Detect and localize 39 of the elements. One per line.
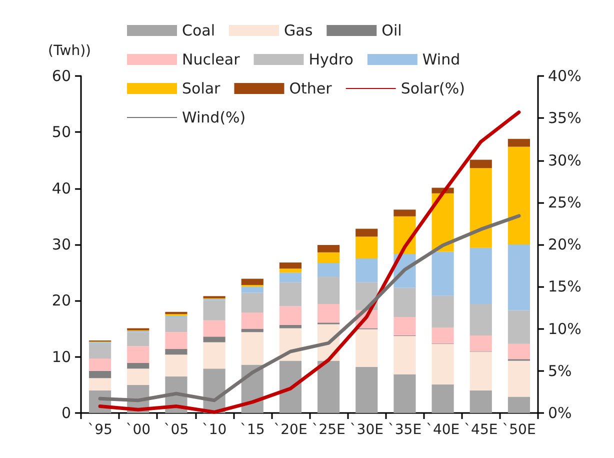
x-tick-label: `00 xyxy=(126,422,151,438)
y-tick-label: 40 xyxy=(52,179,71,198)
legend-label: Other xyxy=(289,80,333,98)
y-tick-label: 30 xyxy=(52,236,71,254)
y-tick-label: 10 xyxy=(52,348,71,366)
y2-tick-label: 0% xyxy=(548,404,572,422)
y-tick-label: 60 xyxy=(52,67,71,85)
legend-label: Hydro xyxy=(308,50,354,68)
y-tick-label: 50 xyxy=(52,123,71,142)
legend-label: Solar(%) xyxy=(400,80,466,98)
legend-label: Solar xyxy=(182,80,222,98)
legend-label: Nuclear xyxy=(182,50,241,68)
x-tick-label: `35E xyxy=(388,422,422,438)
y2-tick-label: 15% xyxy=(548,278,582,296)
y-axis-title: (Twh)) xyxy=(48,43,91,59)
y2-tick-label: 20% xyxy=(548,236,582,254)
y2-tick-label: 30% xyxy=(548,151,582,170)
x-tick-label: `10 xyxy=(202,422,227,438)
y-tick-label: 0 xyxy=(61,404,71,422)
x-tick-label: `05 xyxy=(164,422,189,438)
x-tick-label: `20E xyxy=(274,422,308,438)
x-tick-label: `15 xyxy=(240,422,265,438)
y-tick-label: 20 xyxy=(52,292,71,310)
y2-tick-label: 25% xyxy=(548,193,582,212)
legend-label: Wind xyxy=(422,50,460,68)
x-tick-label: `45E xyxy=(464,422,498,438)
y2-tick-label: 10% xyxy=(548,320,582,338)
x-tick-label: `50E xyxy=(502,422,536,438)
y2-tick-label: 35% xyxy=(548,109,582,128)
legend-label: Wind(%) xyxy=(182,108,246,126)
x-tick-label: `40E xyxy=(426,422,460,438)
y2-tick-label: 5% xyxy=(548,362,572,380)
legend-label: Coal xyxy=(182,22,216,40)
legend-label: Gas xyxy=(284,22,313,40)
x-tick-label: `30E xyxy=(350,422,384,438)
x-tick-label: `95 xyxy=(88,422,112,438)
x-tick-label: `25E xyxy=(312,422,346,438)
legend-label: Oil xyxy=(382,22,402,40)
y2-tick-label: 40% xyxy=(548,67,582,85)
